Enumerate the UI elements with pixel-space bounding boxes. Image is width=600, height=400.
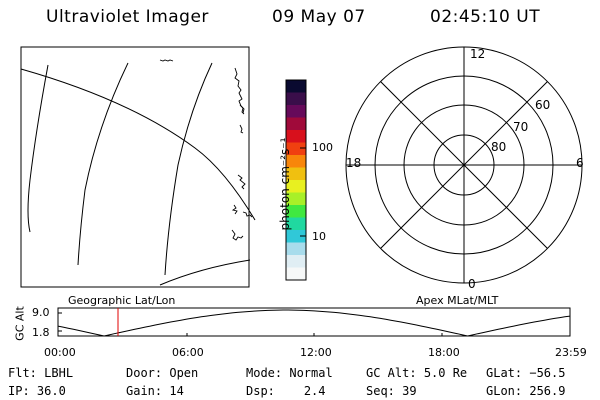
colorbar-stripe: [286, 205, 306, 218]
status-gc-altitude: GC Alt: 5.0 Re: [366, 366, 468, 380]
colorbar-tick-label-10: 10: [312, 230, 326, 243]
colorbar-stripe: [286, 155, 306, 168]
colorbar-stripe: [286, 167, 306, 181]
map-parallel-2: [159, 259, 251, 286]
lat-label-60: 60: [535, 98, 551, 112]
timeline-x-tick-2: 12:00: [300, 346, 332, 359]
timeline-x-tick-1: 06:00: [172, 346, 204, 359]
colorbar-tick-label-100: 100: [312, 141, 333, 154]
status-glon: GLon: 256.9: [486, 384, 566, 398]
timeline-x-tick-0: 00:00: [44, 346, 76, 359]
map-meridian-3: [164, 62, 213, 276]
status-glat: GLat: −56.5: [486, 366, 566, 380]
colorbar-stripe: [286, 130, 306, 143]
colorbar-stripe: [286, 217, 306, 231]
map-meridian-1: [27, 64, 49, 233]
observation-date: 09 May 07: [272, 7, 366, 27]
colorbar-stripe: [286, 230, 306, 243]
colorbar-stripe: [286, 242, 306, 256]
colorbar-stripe: [286, 117, 306, 131]
colorbar-stripe: [286, 267, 306, 281]
map-parallel-1: [20, 68, 256, 221]
status-door: Door: Open: [126, 366, 199, 380]
status-mode: Mode: Normal: [246, 366, 333, 380]
colorbar-stripe: [286, 192, 306, 206]
timeline-y-tick-bottom: 1.8: [32, 326, 50, 339]
timeline-frame: [57, 307, 571, 337]
colorbar-stripe: [286, 92, 306, 106]
lat-label-70: 70: [513, 120, 529, 134]
status-ip: IP: 36.0: [8, 384, 66, 398]
timeline-x-tick-4: 23:59: [555, 346, 587, 359]
lat-label-80: 80: [491, 140, 507, 154]
geographic-label: Geographic Lat/Lon: [68, 294, 176, 307]
mlt-label-18: 18: [346, 156, 362, 170]
mlt-label-0: 0: [468, 277, 476, 291]
mlt-label-12: 12: [470, 47, 486, 61]
colorbar-stripe: [286, 142, 306, 156]
map-meridian-2: [77, 62, 129, 266]
colorbar-stripe: [286, 80, 306, 93]
mlt-label-6: 6: [576, 156, 584, 170]
instrument-title: Ultraviolet Imager: [46, 7, 209, 27]
status-dsp: Dsp: 2.4: [246, 384, 326, 398]
status-gain: Gain: 14: [126, 384, 184, 398]
coastline: [159, 59, 253, 241]
map-frame: [20, 46, 250, 288]
status-filter: Flt: LBHL: [8, 366, 74, 380]
timeline-y-tick-top: 9.0: [32, 306, 50, 319]
observation-time: 02:45:10 UT: [430, 7, 541, 27]
timeline-x-tick-3: 18:00: [428, 346, 460, 359]
polar-meridian-diag-2: [380, 81, 548, 249]
colorbar-stripe: [286, 255, 306, 268]
colorbar-stripe: [286, 180, 306, 193]
altitude-curve: [57, 309, 571, 337]
apex-label: Apex MLat/MLT: [416, 294, 499, 307]
colorbar-stripe: [286, 105, 306, 118]
status-seq: Seq: 39: [366, 384, 417, 398]
